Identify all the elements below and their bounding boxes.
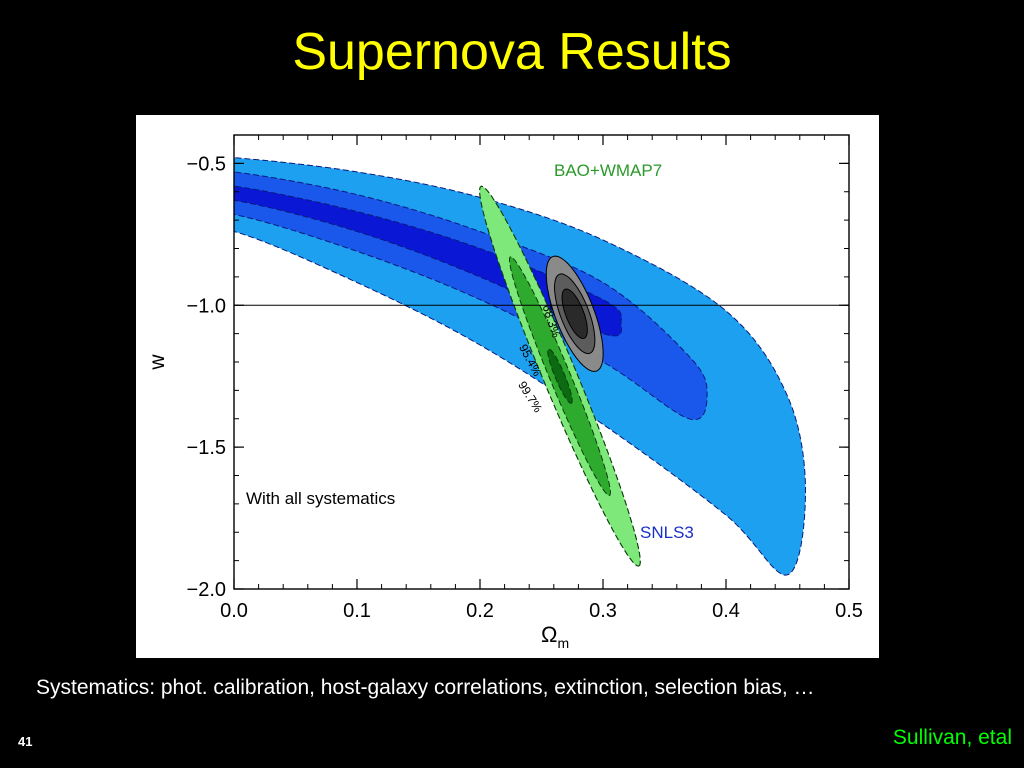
- bao-outline-overlay: [479, 185, 641, 567]
- systematics-caption: Systematics: phot. calibration, host-gal…: [36, 676, 815, 699]
- x-tick-label: 0.4: [712, 600, 740, 622]
- contour-plot-svg: 0.0 0.1 0.2 0.3 0.4 0.5 −0.5 −1.0 −1.5 −2.0 Ωm w…: [146, 134, 863, 651]
- y-axis-label: w: [146, 354, 169, 371]
- contour-bao-wmap7-68-3: [547, 348, 573, 404]
- axis-ticks: [233, 134, 850, 590]
- y-tick-label: −0.5: [187, 153, 226, 175]
- contour-snls3-68-3: [234, 185, 623, 337]
- contour-snls3: [234, 157, 807, 576]
- slide-title: Supernova Results: [292, 23, 732, 81]
- y-tick-labels: −0.5 −1.0 −1.5 −2.0: [187, 153, 226, 601]
- x-tick-label: 0.3: [589, 600, 617, 622]
- bao-wmap7-label: BAO+WMAP7: [554, 161, 662, 180]
- credit-text: Sullivan, etal: [892, 726, 1012, 749]
- contour-plot: 0.0 0.1 0.2 0.3 0.4 0.5 −0.5 −1.0 −1.5 −2.0 Ωm w…: [136, 115, 879, 658]
- x-tick-labels: 0.0 0.1 0.2 0.3 0.4 0.5: [220, 600, 863, 622]
- x-tick-label: 0.2: [466, 600, 494, 622]
- slide-number: 41: [18, 734, 33, 749]
- contour-combined-68-3: [561, 288, 588, 340]
- contour-regions: [234, 157, 849, 576]
- x-tick-label: 0.0: [220, 600, 248, 622]
- contour-combined: [545, 255, 604, 372]
- y-tick-label: −2.0: [187, 579, 226, 601]
- x-axis-label: Ωm: [541, 622, 569, 651]
- contour-snls3-95-4: [234, 171, 708, 421]
- systematics-note: With all systematics: [246, 489, 395, 508]
- x-tick-label: 0.1: [343, 600, 371, 622]
- x-tick-label: 0.5: [835, 600, 863, 622]
- confidence-label: 99.7%: [515, 379, 545, 416]
- contour-snls3-99-7: [234, 157, 807, 576]
- y-tick-label: −1.5: [187, 437, 226, 459]
- snls3-label: SNLS3: [640, 523, 694, 542]
- y-tick-label: −1.0: [187, 295, 226, 317]
